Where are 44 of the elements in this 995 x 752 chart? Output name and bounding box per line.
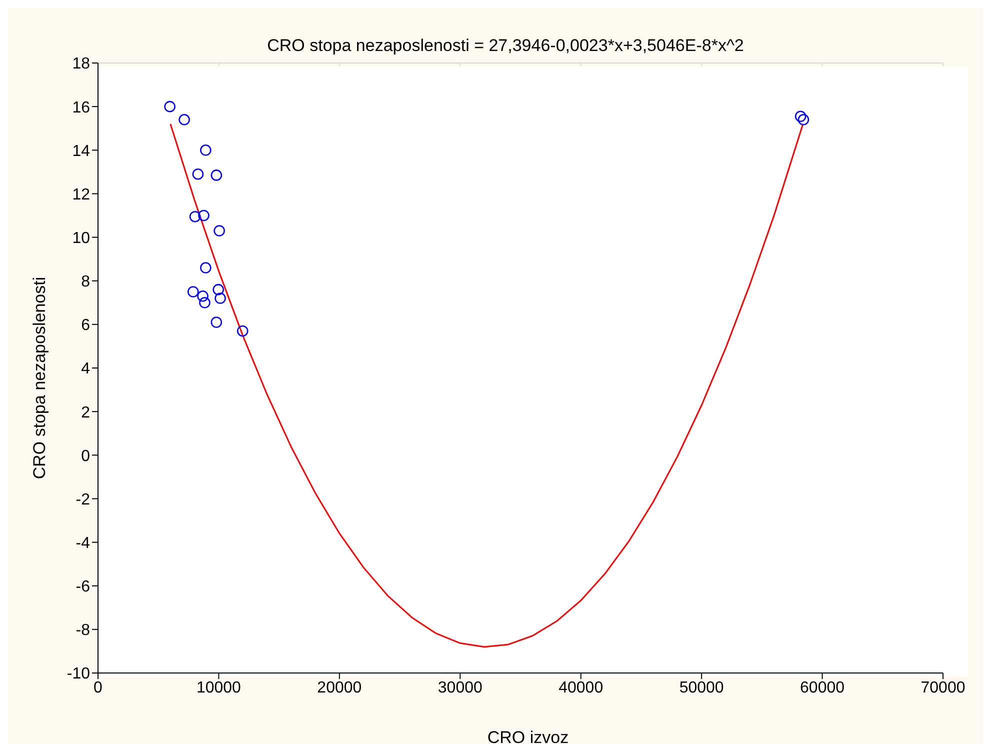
point — [178, 114, 190, 126]
point — [192, 168, 204, 180]
point — [200, 262, 212, 274]
x-tick-label: 0 — [94, 679, 103, 696]
point — [210, 316, 222, 328]
point — [200, 144, 212, 156]
y-tick-label: 2 — [81, 404, 90, 422]
point — [164, 100, 176, 112]
y-tick-label: -4 — [76, 534, 90, 552]
point — [197, 290, 208, 302]
y-tick-label: 6 — [81, 317, 90, 334]
x-tick-label: 10000 — [196, 679, 242, 696]
y-tick-label: -2 — [76, 491, 90, 508]
x-axis-title: CRO izvoz — [486, 728, 570, 746]
x-tick-label: 40000 — [558, 679, 604, 696]
y-tick-label: 14 — [72, 142, 90, 160]
y-tick-label: 0 — [81, 448, 90, 465]
x-tick-label: 50000 — [679, 679, 724, 696]
y-tick-label: -6 — [76, 578, 90, 596]
x-tick-label: 30000 — [438, 679, 482, 696]
y-tick-label: 8 — [81, 274, 90, 291]
chart-title: CRO stopa nezaposlenosti = 27,3946-0,0023*x+3,5046E-8*x^2 — [266, 36, 745, 56]
y-tick-label: 10 — [72, 230, 90, 247]
point — [198, 210, 210, 222]
point — [798, 114, 810, 126]
point — [214, 225, 225, 236]
point — [794, 110, 806, 122]
point — [199, 296, 210, 308]
point — [187, 286, 199, 298]
y-tick-label: 12 — [72, 186, 90, 204]
point — [210, 170, 222, 181]
y-tick-label: 16 — [72, 99, 90, 116]
y-axis-title: CRO stopa nezaposlenosti — [30, 276, 50, 480]
point — [189, 210, 201, 222]
x-tick-label: 20000 — [317, 679, 362, 696]
x-tick-label: 60000 — [800, 679, 845, 696]
y-tick-label: 4 — [81, 360, 90, 378]
y-tick-label: -10 — [66, 666, 90, 683]
point — [214, 292, 226, 304]
point — [236, 325, 248, 337]
y-tick-label: -8 — [76, 622, 90, 640]
x-tick-label: 70000 — [920, 679, 966, 696]
y-tick-label: 18 — [72, 56, 90, 73]
point — [212, 284, 224, 296]
